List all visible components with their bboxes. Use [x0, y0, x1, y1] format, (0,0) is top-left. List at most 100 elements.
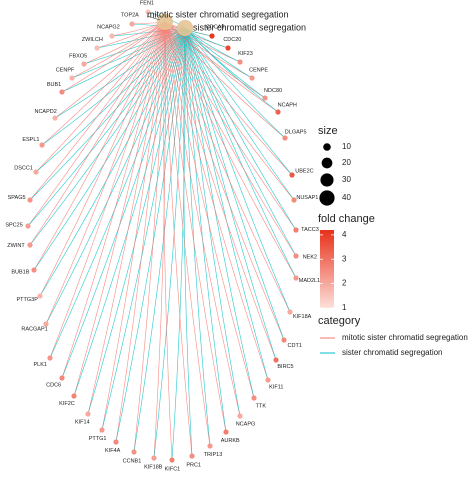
- gene-node: [225, 45, 231, 51]
- gene-label: SPAG5: [8, 195, 26, 201]
- gene-node: [99, 427, 105, 433]
- gene-node: [189, 453, 195, 459]
- gene-label: NEK2: [303, 255, 317, 261]
- edge: [41, 21, 166, 146]
- gene-node: [293, 253, 299, 259]
- edge: [133, 27, 186, 453]
- edge: [33, 27, 186, 271]
- size-key-label: 40: [342, 193, 351, 202]
- edge: [61, 21, 166, 379]
- gene-label: ZWILCH: [82, 37, 103, 43]
- gene-node: [81, 61, 87, 67]
- gene-label: CDC6: [46, 383, 61, 389]
- edge: [27, 21, 166, 227]
- edge: [61, 27, 186, 379]
- category-label: sister chromatid segregation: [193, 22, 306, 32]
- category-node: [156, 13, 174, 31]
- edge: [164, 21, 253, 79]
- edge: [71, 27, 186, 79]
- edge: [164, 21, 295, 201]
- gene-label: NCAPD2: [34, 109, 56, 115]
- gene-label: KIF11: [269, 385, 283, 391]
- gene-node: [43, 321, 49, 327]
- edge: [35, 21, 166, 173]
- gene-label: TTK: [256, 403, 267, 409]
- gene-label: KIF18A: [293, 314, 312, 320]
- gene-label: TOP2A: [121, 13, 139, 19]
- edge: [171, 27, 186, 461]
- edge: [184, 27, 286, 139]
- legend-title: size: [318, 125, 338, 137]
- gene-label: CDC20: [223, 37, 241, 43]
- gene-label: PTTG3P: [17, 297, 39, 303]
- gene-node: [262, 95, 268, 101]
- gene-node: [273, 357, 279, 363]
- gene-node: [223, 429, 229, 435]
- edge: [87, 21, 166, 415]
- gene-label: MAD2L1: [299, 278, 320, 284]
- gene-node: [85, 411, 91, 417]
- gene-node: [94, 45, 100, 51]
- colorbar-label: 4: [342, 230, 347, 239]
- gene-label: KIF23: [238, 51, 253, 57]
- gene-label: KIFC1: [165, 466, 181, 472]
- gene-label: NDC80: [264, 88, 282, 94]
- gene-label: PLK1: [33, 362, 46, 368]
- gene-label: BUB1B: [11, 269, 29, 275]
- edge: [184, 27, 297, 279]
- edge: [61, 21, 166, 93]
- edge: [49, 21, 166, 359]
- edge: [163, 21, 173, 461]
- gene-node: [109, 33, 115, 39]
- gene-node: [281, 337, 287, 343]
- edge: [184, 27, 266, 99]
- gene-node: [207, 443, 213, 449]
- gene-label: TRIP13: [204, 452, 223, 458]
- gene-label: PTTG1: [89, 436, 107, 442]
- colorbar-label: 3: [342, 254, 347, 263]
- category-node: [176, 19, 194, 37]
- gene-node: [291, 197, 297, 203]
- edge: [73, 27, 186, 397]
- colorbar-label: 1: [342, 303, 347, 312]
- edge: [29, 21, 166, 246]
- edge: [39, 21, 166, 297]
- gene-label: DSCC1: [14, 165, 33, 171]
- gene-label: AURKB: [221, 438, 240, 444]
- gene-node: [25, 223, 31, 229]
- edge: [164, 21, 266, 99]
- gene-node: [113, 439, 119, 445]
- gene-node: [237, 59, 243, 65]
- edge: [101, 21, 166, 431]
- gene-label: CDCA8: [206, 25, 225, 31]
- gene-node: [47, 355, 53, 361]
- gene-node: [69, 75, 75, 81]
- gene-label: BIRC5: [277, 364, 293, 370]
- gene-node: [251, 395, 257, 401]
- size-key-label: 20: [342, 158, 351, 167]
- edge: [164, 21, 255, 399]
- size-key-label: 30: [342, 175, 351, 184]
- gene-node: [265, 377, 271, 383]
- gene-node: [237, 413, 243, 419]
- gene-node: [33, 169, 39, 175]
- edge: [29, 27, 186, 201]
- edge: [153, 27, 186, 459]
- edge: [45, 21, 166, 325]
- gene-node: [31, 267, 37, 273]
- gene-node: [169, 457, 175, 463]
- gene-label: NCAPG: [236, 422, 256, 428]
- category-key-label: sister chromatid segregation: [342, 348, 443, 357]
- gene-label: KIF2C: [59, 401, 75, 407]
- gene-node: [27, 197, 33, 203]
- gene-node: [71, 393, 77, 399]
- gene-node: [39, 142, 45, 148]
- colorbar: [320, 230, 334, 308]
- gene-label: FEN1: [140, 0, 154, 6]
- edge: [54, 21, 166, 119]
- edge: [101, 27, 186, 431]
- gene-label: CCNB1: [123, 458, 142, 464]
- gene-label: SPC25: [5, 223, 22, 229]
